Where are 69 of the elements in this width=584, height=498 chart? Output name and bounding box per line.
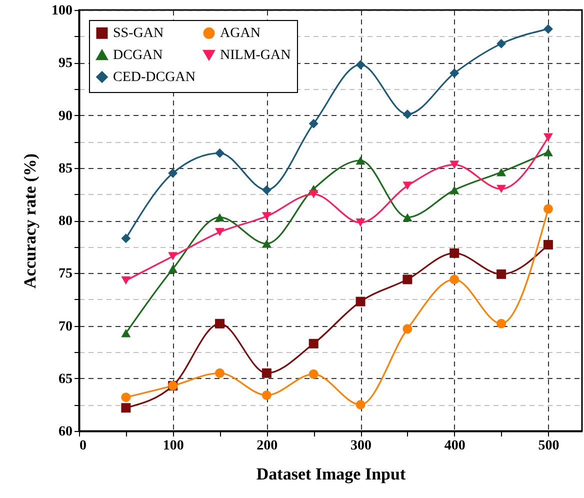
point xyxy=(356,296,366,306)
point xyxy=(215,228,225,236)
y-tick-label: 60 xyxy=(58,424,72,440)
point xyxy=(450,68,460,78)
point xyxy=(402,213,412,222)
x-tick-label: 500 xyxy=(538,438,560,454)
point xyxy=(356,60,366,70)
point xyxy=(215,213,225,222)
point xyxy=(496,168,506,176)
point xyxy=(168,252,178,260)
y-tick-label: 80 xyxy=(58,214,72,229)
point xyxy=(215,318,225,328)
y-tick-label: 65 xyxy=(58,372,72,387)
point xyxy=(450,248,460,258)
y-tick-label: 90 xyxy=(58,108,72,124)
point xyxy=(262,185,272,195)
point xyxy=(356,400,366,410)
x-tick-label: 300 xyxy=(350,438,372,454)
x-tick-label: 0 xyxy=(80,438,86,454)
point xyxy=(402,109,412,119)
point xyxy=(496,269,506,279)
y-tick-label: 95 xyxy=(58,56,72,72)
point xyxy=(543,24,553,34)
point xyxy=(543,133,553,142)
y-tick-label: 85 xyxy=(58,161,72,176)
point xyxy=(215,148,225,158)
y-axis-title: Accuracy rate (%) xyxy=(20,154,40,288)
point xyxy=(308,338,318,348)
point xyxy=(543,148,553,156)
point xyxy=(168,168,178,178)
point xyxy=(543,204,553,214)
point xyxy=(356,218,366,227)
point xyxy=(496,318,506,328)
point xyxy=(543,240,553,250)
point xyxy=(308,190,318,198)
legend-label: DCGAN xyxy=(113,48,163,63)
point xyxy=(450,274,460,284)
legend-label: CED-DCGAN xyxy=(113,70,196,85)
point xyxy=(121,276,131,285)
point xyxy=(450,186,460,194)
x-tick-label: 200 xyxy=(256,438,278,454)
point xyxy=(121,234,131,244)
point xyxy=(121,403,131,413)
point xyxy=(215,368,225,378)
point xyxy=(496,184,506,194)
x-tick-label: 100 xyxy=(162,438,184,454)
point xyxy=(450,160,460,169)
point xyxy=(402,274,412,284)
legend-label: AGAN xyxy=(220,26,260,42)
point xyxy=(121,329,131,338)
point xyxy=(262,212,272,220)
x-tick-label: 400 xyxy=(444,438,466,454)
point xyxy=(262,390,272,400)
point xyxy=(121,392,131,402)
y-tick-label: 70 xyxy=(58,319,72,334)
point xyxy=(496,38,506,48)
y-tick-label: 100 xyxy=(52,4,72,18)
legend-label: NILM-GAN xyxy=(220,48,291,63)
point xyxy=(356,156,366,165)
y-tick-label: 75 xyxy=(58,266,72,282)
point xyxy=(308,118,318,128)
legend-label: SS-GAN xyxy=(113,26,164,42)
x-axis-title: Dataset Image Input xyxy=(256,464,406,484)
point xyxy=(402,182,412,190)
point xyxy=(262,240,272,248)
point xyxy=(262,368,272,378)
point xyxy=(402,324,412,334)
point xyxy=(308,369,318,379)
point xyxy=(168,264,178,274)
